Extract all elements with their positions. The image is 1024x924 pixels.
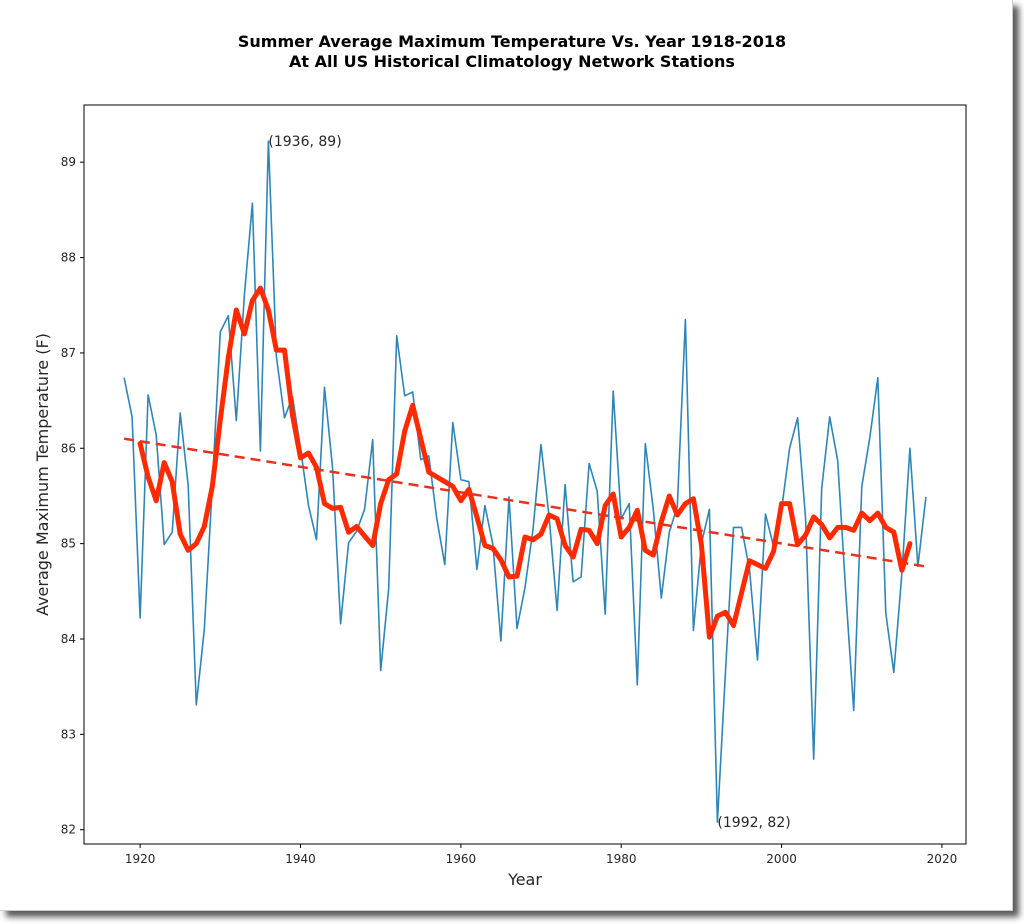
x-axis-label: Year — [507, 870, 542, 889]
y-tick-label: 85 — [61, 537, 76, 551]
smoothed-average-line — [137, 285, 913, 640]
point-annotation: (1992, 82) — [717, 815, 790, 831]
x-tick-label: 1940 — [285, 852, 316, 866]
annotations: (1936, 89) (1992, 82) — [268, 134, 790, 831]
plot-border — [83, 104, 967, 845]
chart-frame — [0, 0, 1013, 911]
chart-title: Summer Average Maximum Temperature Vs. Y… — [237, 32, 787, 51]
x-tick-label: 1960 — [446, 852, 477, 866]
annual-temperature-line — [123, 140, 927, 823]
y-tick-label: 83 — [61, 727, 76, 741]
point-annotation: (1936, 89) — [268, 134, 341, 150]
x-tick-label: 2000 — [766, 852, 797, 866]
x-tick-label: 1920 — [125, 852, 156, 866]
x-tick-label: 1980 — [606, 852, 637, 866]
y-axis: 82 83 84 85 86 87 88 89 — [61, 155, 84, 837]
y-tick-label: 84 — [61, 632, 76, 646]
y-tick-label: 87 — [61, 346, 76, 360]
y-tick-label: 82 — [61, 823, 76, 837]
x-tick-label: 2020 — [927, 852, 958, 866]
y-axis-label: Average Maximum Temperature (F) — [33, 333, 52, 616]
chart-subtitle: At All US Historical Climatology Network… — [289, 52, 735, 71]
y-tick-label: 89 — [61, 155, 76, 169]
y-tick-label: 86 — [61, 441, 76, 455]
plot-layer — [123, 140, 927, 823]
x-axis: 1920 1940 1960 1980 2000 2020 — [125, 844, 957, 866]
y-tick-label: 88 — [61, 251, 76, 265]
trend-line — [123, 437, 927, 568]
